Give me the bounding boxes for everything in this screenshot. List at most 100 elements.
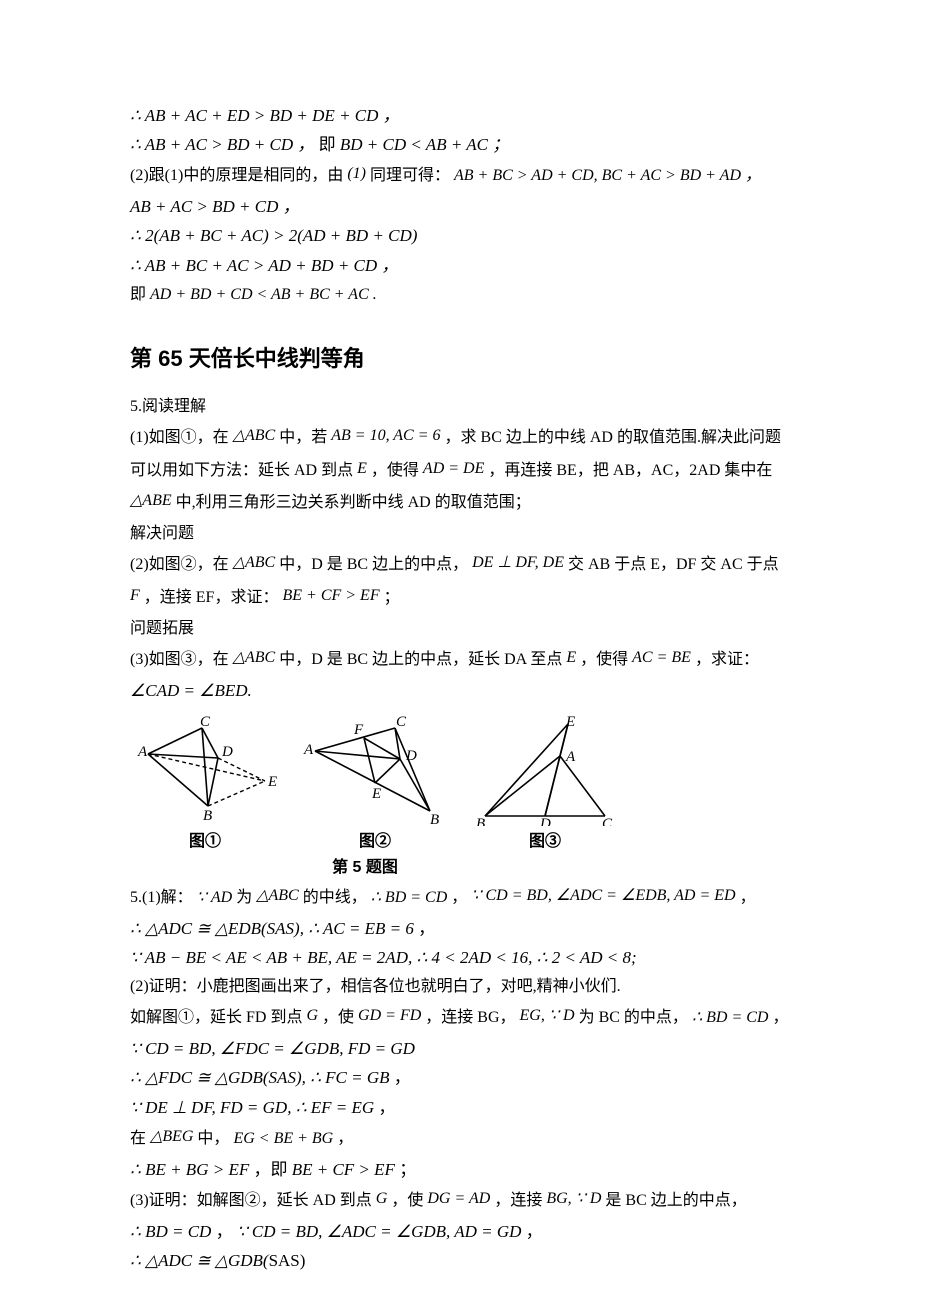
math-line: ∴ AB + BC + AC > AD + BD + CD ， xyxy=(130,252,830,279)
text: ，求 BC 边上的中线 AD 的取值范围.解决此问题 xyxy=(445,429,781,446)
text: 中，若 xyxy=(279,429,327,446)
figure-3-label: 图③ xyxy=(529,830,561,854)
math-line: AB + AC > BD + CD ， xyxy=(130,193,830,220)
text: ，连接 EF，求证： xyxy=(144,589,279,606)
math: EG < BE + BG xyxy=(233,1130,333,1147)
problem-line: △ABE 中,利用三角形三边关系判断中线 AD 的取值范围； xyxy=(130,487,830,518)
vertex-label: C xyxy=(602,816,613,826)
math: BG, ∵ D xyxy=(546,1190,601,1207)
figure-row: A B C D E 图① xyxy=(130,716,830,854)
math: BE + CF > EF xyxy=(282,587,379,604)
math-line: ∵ DE ⊥ DF, FD = GD, ∴ EF = EG ， xyxy=(130,1094,830,1121)
page: ∴ AB + AC + ED > BD + DE + CD ， ∴ AB + A… xyxy=(0,0,950,1316)
math-line: ∵ AB − BE < AE < AB + BE, AE = 2AD, ∴ 4 … xyxy=(130,944,830,971)
math: △ABC xyxy=(233,427,276,444)
text: ； xyxy=(399,1160,416,1179)
text: 即 xyxy=(319,135,340,154)
text: 同理可得： xyxy=(370,167,450,184)
figure-1-label: 图① xyxy=(189,830,221,854)
vertex-label: C xyxy=(200,716,211,730)
text: ，使 xyxy=(322,1009,354,1026)
solution-line: (3)证明：如解图②，延长 AD 到点 G ，使 DG = AD ，连接 BG,… xyxy=(130,1185,830,1216)
math: ∴ △ADC ≅ △EDB(SAS), ∴ AC = EB = 6 xyxy=(130,919,414,938)
math: GD = FD xyxy=(358,1007,421,1024)
text: 中， xyxy=(197,1130,229,1147)
solution-line: 5.(1)解： ∵ AD 为 △ABC 的中线， ∴ BD = CD ， ∵ C… xyxy=(130,882,830,913)
text: 5.(1)解： xyxy=(130,889,193,906)
figure-2-label: 图② xyxy=(359,830,391,854)
text: 可以用如下方法：延长 AD 到点 xyxy=(130,462,353,479)
math: E xyxy=(566,649,576,666)
math-line: ∴ 2(AB + BC + AC) > 2(AD + BD + CD) xyxy=(130,222,830,249)
math: AB + BC > AD + CD, BC + AC > BD + AD ， xyxy=(454,167,761,184)
problem-line: 可以用如下方法：延长 AD 到点 E ，使得 AD = DE ，再连接 BE，把… xyxy=(130,455,830,486)
math: ∴ BD = CD xyxy=(371,889,448,906)
math: (1) xyxy=(347,165,366,182)
math: ∴ △ADC ≅ △GDB( xyxy=(130,1251,269,1270)
solution-line: 在 △BEG 中， EG < BE + BG ， xyxy=(130,1123,830,1154)
math: ∴ AB + AC > BD + CD ， xyxy=(130,135,314,154)
text: (2)跟(1)中的原理是相同的，由 xyxy=(130,167,343,184)
math-line: ∴ △FDC ≅ △GDB(SAS), ∴ FC = GB ， xyxy=(130,1064,830,1091)
text: 交 AB 于点 E，DF 交 AC 于点 xyxy=(568,556,779,573)
figure-3: A B C D E 图③ xyxy=(470,716,620,854)
math: ∵ DE ⊥ DF, FD = GD, ∴ EF = EG xyxy=(130,1098,374,1117)
math-line: ∴ BE + BG > EF ，即 BE + CF > EF ； xyxy=(130,1156,830,1183)
math: ∵ CD = BD, ∠ADC = ∠GDB, AD = GD xyxy=(237,1222,522,1241)
figure-caption: 第 5 题图 xyxy=(130,856,600,880)
text: 如解图①，延长 FD 到点 xyxy=(130,1009,302,1026)
math: △ABE xyxy=(130,492,172,509)
text: 中,利用三角形三边关系判断中线 AD 的取值范围； xyxy=(176,494,531,511)
math: AD + BD + CD < AB + BC + AC . xyxy=(150,286,377,303)
math-line: ∵ CD = BD, ∠FDC = ∠GDB, FD = GD xyxy=(130,1035,830,1062)
text: (3)证明：如解图②，延长 AD 到点 xyxy=(130,1192,372,1209)
text: ，使得 xyxy=(371,462,419,479)
text: (1)如图①，在 xyxy=(130,429,229,446)
text: ， xyxy=(418,919,435,938)
math: G xyxy=(376,1190,388,1207)
solution-line: 如解图①，延长 FD 到点 G ，使 GD = FD ，连接 BG， EG, ∵… xyxy=(130,1002,830,1033)
text: ，求证： xyxy=(695,651,759,668)
vertex-label: D xyxy=(539,816,551,826)
text: 在 xyxy=(130,1130,146,1147)
vertex-label: A xyxy=(137,744,148,760)
math: DG = AD xyxy=(427,1190,490,1207)
vertex-label: E xyxy=(371,786,381,802)
math: DE ⊥ DF, DE xyxy=(472,554,564,571)
math: AD = DE xyxy=(423,460,484,477)
text: ； xyxy=(384,589,400,606)
problem-line: (2)如图②，在 △ABC 中，D 是 BC 边上的中点， DE ⊥ DF, D… xyxy=(130,549,830,580)
text: ，即 xyxy=(253,1160,287,1179)
section-heading: 第 65 天倍长中线判等角 xyxy=(130,342,830,375)
math: ∴ BD = CD xyxy=(130,1222,211,1241)
math: AB = 10, AC = 6 xyxy=(331,427,440,444)
math-line: ∴ BD = CD ， ∵ CD = BD, ∠ADC = ∠GDB, AD =… xyxy=(130,1218,830,1245)
math: BE + CF > EF xyxy=(292,1160,395,1179)
text: 即 xyxy=(130,286,150,303)
problem-subheading: 问题拓展 xyxy=(130,615,830,642)
vertex-label: A xyxy=(565,749,576,765)
math-line: ∴ △ADC ≅ △GDB(SAS) xyxy=(130,1247,830,1274)
math: AC = BE xyxy=(632,649,691,666)
figure-2-svg: A B C D E F xyxy=(300,716,450,826)
text: ， xyxy=(216,1222,233,1241)
problem-subheading: 解决问题 xyxy=(130,520,830,547)
text: 为 xyxy=(236,889,252,906)
text: 是 BC 边上的中点， xyxy=(605,1192,746,1209)
math: ∴ BD = CD xyxy=(692,1009,769,1026)
math: E xyxy=(357,460,367,477)
text: 中，D 是 BC 边上的中点，延长 DA 至点 xyxy=(279,651,562,668)
vertex-label: D xyxy=(405,748,417,764)
figure-1-svg: A B C D E xyxy=(130,716,280,826)
mixed-line: (2)跟(1)中的原理是相同的，由 (1) 同理可得： AB + BC > AD… xyxy=(130,160,830,191)
text: 的中线， xyxy=(303,889,367,906)
math-line: ∠CAD = ∠BED. xyxy=(130,677,830,704)
text: 中，D 是 BC 边上的中点， xyxy=(279,556,468,573)
math: ∵ AD xyxy=(197,889,233,906)
solution-line: (2)证明：小鹿把图画出来了，相信各位也就明白了，对吧,精神小伙们. xyxy=(130,973,830,1000)
text: ，连接 xyxy=(494,1192,542,1209)
mixed-line: 即 AD + BD + CD < AB + BC + AC . xyxy=(130,281,830,310)
text: ， xyxy=(740,889,756,906)
vertex-label: F xyxy=(353,722,364,738)
vertex-label: B xyxy=(476,816,485,826)
